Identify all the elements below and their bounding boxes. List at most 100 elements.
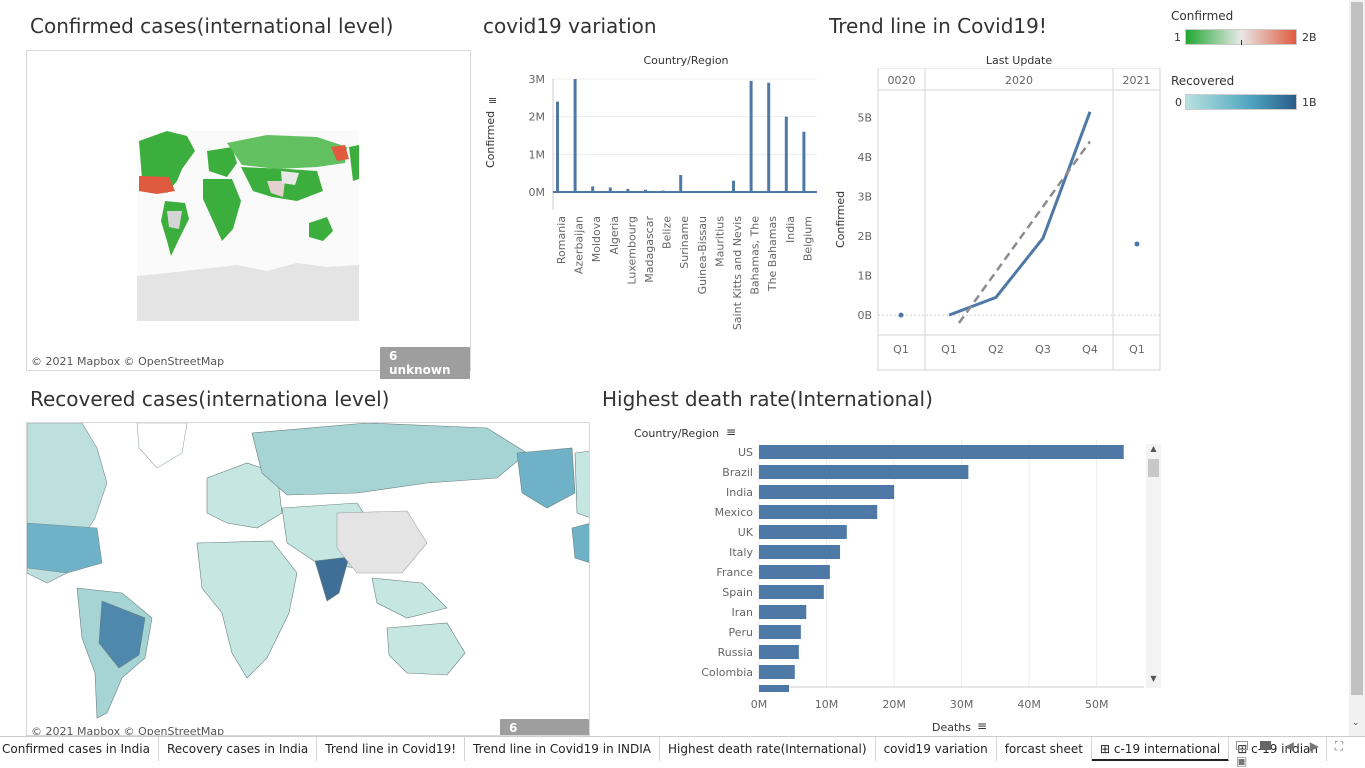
bar[interactable] <box>573 79 577 192</box>
show-sheets-icon[interactable] <box>1236 741 1248 750</box>
bar[interactable] <box>759 565 830 579</box>
y-tick-label: Russia <box>718 646 753 659</box>
india-shape <box>314 556 350 602</box>
russia-shape <box>251 423 528 496</box>
y-tick-label: 3M <box>529 73 546 86</box>
bar[interactable] <box>626 188 630 192</box>
sort-icon[interactable]: ≡ <box>977 719 988 733</box>
bar[interactable] <box>644 189 647 192</box>
next-sheet-icon[interactable]: ▶ <box>1309 739 1319 753</box>
bar[interactable] <box>679 175 683 192</box>
x-tick-label: Belize <box>661 216 674 249</box>
bar[interactable] <box>759 505 878 519</box>
x-tick-label: Q2 <box>988 343 1004 356</box>
scrollbar-thumb[interactable] <box>1148 459 1159 477</box>
trend-chart-title: Trend line in Covid19! <box>829 14 1047 38</box>
bar[interactable] <box>784 116 788 192</box>
usa-shape <box>139 176 175 194</box>
data-point[interactable] <box>1134 241 1140 247</box>
prev-sheet-icon[interactable]: ◀ <box>1284 739 1294 753</box>
sheet-tab[interactable]: covid19 variation <box>876 737 997 761</box>
scroll-up-icon[interactable]: ▲ <box>1150 444 1157 453</box>
death-rate-title: Highest death rate(International) <box>602 387 933 411</box>
sort-icon[interactable]: ≡ <box>726 425 737 439</box>
x-tick-label: Luxembourg <box>625 216 638 285</box>
bar[interactable] <box>767 82 771 192</box>
bar[interactable] <box>749 80 753 192</box>
bar[interactable] <box>661 190 665 192</box>
bar[interactable] <box>556 101 559 192</box>
fullscreen-icon[interactable]: ⛶ <box>1334 739 1344 753</box>
x-tick-label: 40M <box>1017 698 1041 711</box>
sheet-tab[interactable]: forcast sheet <box>997 737 1092 761</box>
recovered-legend-max: 1B <box>1302 96 1317 109</box>
map-copyright: © 2021 Mapbox © OpenStreetMap <box>31 725 225 736</box>
x-tick-label: 20M <box>882 698 906 711</box>
y-tick-label: Iran <box>732 606 754 619</box>
australia-shape <box>309 217 333 241</box>
x-tick-label: 30M <box>950 698 974 711</box>
sheet-tab-label: Trend line in Covid19 in INDIA <box>473 741 652 756</box>
europe-shape <box>207 147 237 177</box>
bar[interactable] <box>802 131 806 192</box>
x-tick-label: Madagascar <box>643 216 656 283</box>
confirmed-map[interactable]: © 2021 Mapbox © OpenStreetMap 6 unknown <box>26 50 471 379</box>
bar[interactable] <box>759 605 807 619</box>
bar[interactable] <box>732 180 735 192</box>
sheet-tab-label: Highest death rate(International) <box>668 741 867 756</box>
sheet-tab[interactable]: ⊞ c-19 international <box>1092 737 1230 761</box>
dashboard-icon: ⊞ <box>1100 741 1114 756</box>
scroll-down-icon[interactable]: ⌄ <box>1352 718 1360 728</box>
death-chart-scrollbar[interactable]: ▲ ▼ <box>1146 444 1161 688</box>
sheet-tab[interactable]: Highest death rate(International) <box>660 737 876 761</box>
bar[interactable] <box>696 191 700 192</box>
recovered-map[interactable]: © 2021 Mapbox © OpenStreetMap 6 unknown <box>26 422 590 736</box>
x-tick-label: Algeria <box>608 216 621 255</box>
bar[interactable] <box>608 187 612 192</box>
bar[interactable] <box>759 625 801 639</box>
page-scrollbar[interactable]: ⌄ <box>1349 0 1365 736</box>
bar[interactable] <box>759 485 895 499</box>
x-tick-label: Q4 <box>1082 343 1098 356</box>
bar[interactable] <box>759 645 799 659</box>
australia-shape <box>386 622 466 676</box>
bar[interactable] <box>759 445 1124 459</box>
x-tick-label: Mauritius <box>713 216 726 267</box>
y-tick-label: 0B <box>857 309 872 322</box>
bar[interactable] <box>591 186 595 192</box>
sort-icon[interactable]: ≡ <box>488 94 498 107</box>
x-tick-label: 50M <box>1085 698 1109 711</box>
presentation-icon[interactable]: ▣ <box>1236 754 1248 768</box>
sheet-tab[interactable]: Confirmed cases in India <box>0 737 159 761</box>
death-rate-y-header: Country/Region <box>634 427 720 440</box>
confirmed-legend-title: Confirmed <box>1171 9 1234 23</box>
bar[interactable] <box>759 525 847 539</box>
series-line[interactable] <box>948 111 1092 317</box>
bar[interactable] <box>759 665 795 679</box>
recovered-map-graphic <box>27 423 589 735</box>
alaska-shape <box>516 447 576 509</box>
filmstrip-icon[interactable] <box>1259 741 1271 750</box>
x-tick-label: Moldova <box>590 216 603 262</box>
sheet-tab[interactable]: Recovery cases in India <box>159 737 318 761</box>
bar[interactable] <box>759 685 789 692</box>
russia-shape <box>227 135 347 169</box>
africa-shape <box>203 179 241 241</box>
bar[interactable] <box>759 585 824 599</box>
y-tick-label: Italy <box>729 546 753 559</box>
bar[interactable] <box>714 191 718 192</box>
scroll-down-icon[interactable]: ▼ <box>1150 674 1157 683</box>
unknown-badge[interactable]: 6 unknown <box>500 719 589 735</box>
y-tick-label: UK <box>738 526 754 539</box>
bar[interactable] <box>759 465 969 479</box>
data-point[interactable] <box>898 312 904 318</box>
sheet-tab[interactable]: Trend line in Covid19 in INDIA <box>465 737 661 761</box>
trend-line[interactable] <box>957 140 1092 324</box>
unknown-badge[interactable]: 6 unknown <box>380 347 470 379</box>
bar[interactable] <box>759 545 841 559</box>
sheet-tab[interactable]: Trend line in Covid19! <box>317 737 466 761</box>
y-tick-label: Peru <box>728 626 753 639</box>
page-scrollbar-thumb[interactable] <box>1351 2 1363 695</box>
europe-shape <box>206 462 283 529</box>
y-tick-label: 2B <box>857 230 872 243</box>
